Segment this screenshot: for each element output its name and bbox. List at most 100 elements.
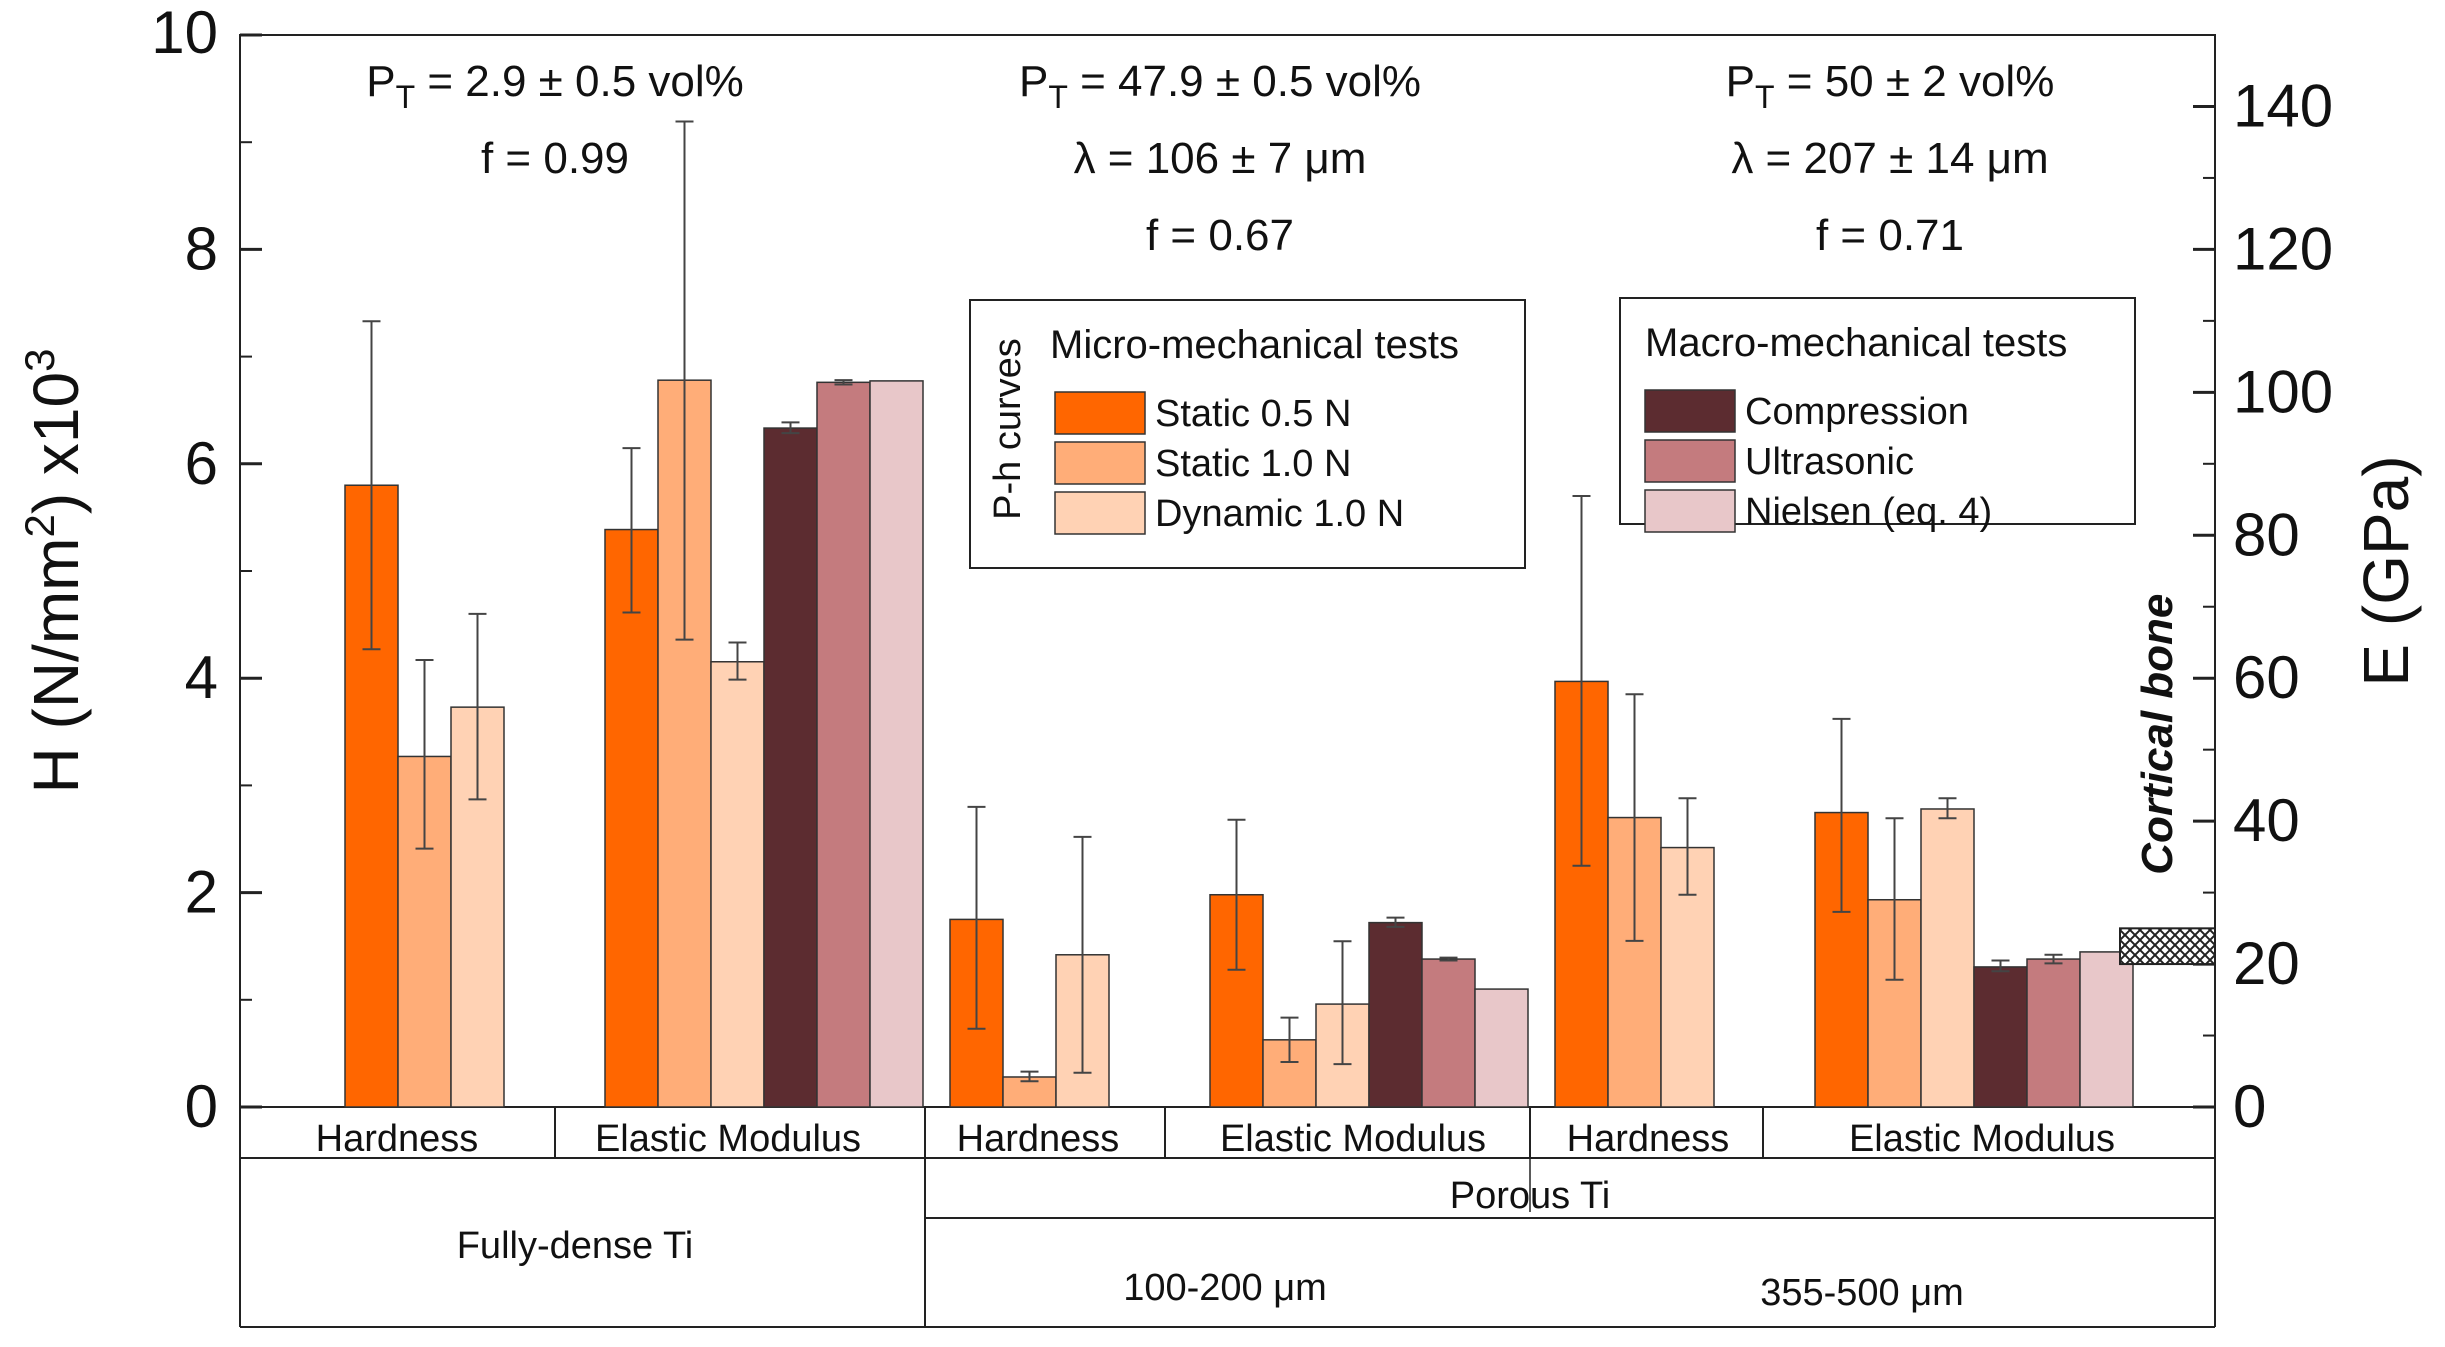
annotation-subscript: T: [396, 79, 416, 115]
bar-group: [1209, 818, 1529, 1108]
right-tick-label: 120: [2233, 215, 2333, 282]
annotation-line: f = 0.71: [1816, 211, 1964, 260]
bar: [1814, 811, 1869, 1108]
left-axis-title: H (N/mm2) x103: [16, 349, 92, 794]
axis-title-superscript: 3: [16, 349, 63, 372]
annotation-text: 0.5 vol%: [1240, 57, 1421, 106]
annotation-plusminus: ±: [1886, 57, 1910, 106]
cortical-bone-band: [2119, 927, 2216, 966]
bar-group: [1814, 717, 2134, 1108]
annotation-text: λ = 207: [1731, 134, 1889, 183]
bar: [1421, 958, 1476, 1108]
group-label: Hardness: [957, 1118, 1120, 1160]
bar: [710, 661, 765, 1108]
annotation-text: f = 0.71: [1816, 211, 1964, 260]
annotation-plusminus: ±: [1231, 134, 1255, 183]
legend-title: Micro-mechanical tests: [1050, 323, 1459, 367]
annotation-subscript: T: [1048, 79, 1068, 115]
annotation-line: f = 0.67: [1146, 211, 1294, 260]
legend-swatch: [1644, 489, 1736, 533]
bar-group: [344, 320, 505, 1108]
legend-label: Dynamic 1.0 N: [1155, 493, 1404, 535]
bar: [1368, 921, 1423, 1108]
right-axis-title: E (GPa): [2350, 455, 2422, 686]
bar-group: [949, 805, 1110, 1108]
legend-macro: Macro-mechanical tests Compression Ultraso…: [1619, 297, 2136, 533]
annotation-text: f = 0.67: [1146, 211, 1294, 260]
legend-swatch: [1054, 491, 1146, 535]
right-tick-label: 100: [2233, 358, 2333, 425]
pore-size-355-500-label: 355-500 μm: [1760, 1272, 1964, 1314]
legend-swatch: [1054, 441, 1146, 485]
right-tick-label: 40: [2233, 787, 2300, 854]
annotation-text: = 47.9: [1068, 57, 1216, 106]
annotation-line: PT = 47.9 ± 0.5 vol%: [1019, 57, 1421, 115]
right-tick-label: 140: [2233, 72, 2333, 139]
annotation-text: λ = 106: [1074, 134, 1232, 183]
legend-swatch: [1644, 389, 1736, 433]
left-tick-label: 0: [185, 1073, 218, 1140]
bar-group: [1554, 494, 1715, 1108]
legend-label: Ultrasonic: [1745, 441, 1914, 483]
right-tick-label: 0: [2233, 1073, 2266, 1140]
annotation-text: = 2.9: [415, 57, 539, 106]
legend-label: Compression: [1745, 391, 1969, 433]
bar: [2079, 951, 2134, 1108]
annotation-text: f = 0.99: [481, 134, 629, 183]
bar: [763, 427, 818, 1108]
right-tick-label: 20: [2233, 930, 2300, 997]
legend-title: Macro-mechanical tests: [1645, 321, 2067, 365]
annotation-subscript: T: [1755, 79, 1775, 115]
left-tick-label: 6: [185, 430, 218, 497]
left-tick-label: 10: [151, 0, 218, 66]
left-tick-label: 4: [185, 644, 218, 711]
annotation-line: PT = 50 ± 2 vol%: [1726, 57, 2055, 115]
bar: [1474, 988, 1529, 1108]
annotation-plusminus: ±: [539, 57, 563, 106]
annotation-text: = 50: [1775, 57, 1886, 106]
right-tick-label: 80: [2233, 501, 2300, 568]
legend-label: Static 1.0 N: [1155, 443, 1351, 485]
group-label: Elastic Modulus: [1220, 1118, 1486, 1160]
annotation-text: 7 μm: [1256, 134, 1367, 183]
legend-swatch: [1054, 391, 1146, 435]
annotation-plusminus: ±: [1889, 134, 1913, 183]
annotation-line: f = 0.99: [481, 134, 629, 183]
axis-title-superscript: 2: [16, 514, 63, 537]
left-tick-label: 8: [185, 215, 218, 282]
bar: [1920, 808, 1975, 1108]
annotation-line: λ = 106 ± 7 μm: [1074, 134, 1367, 183]
group-label: Elastic Modulus: [595, 1118, 861, 1160]
annotation-line: PT = 2.9 ± 0.5 vol%: [366, 57, 744, 115]
legend-micro: Micro-mechanical tests Static 0.5 N Static…: [969, 299, 1526, 569]
bar: [2026, 958, 2081, 1108]
group-label: Elastic Modulus: [1849, 1118, 2115, 1160]
legend-side-label: P-h curves: [987, 338, 1029, 520]
group-label: Hardness: [1567, 1118, 1730, 1160]
legend-swatch: [1644, 439, 1736, 483]
axis-title-part: ) x10: [20, 372, 92, 514]
right-tick-label: 60: [2233, 644, 2300, 711]
annotation-text: 14 μm: [1913, 134, 2048, 183]
annotation-text: 2 vol%: [1910, 57, 2054, 106]
legend-label: Nielsen (eq. 4): [1745, 491, 1992, 533]
group-label: Hardness: [316, 1118, 479, 1160]
annotation-symbol: P: [366, 57, 395, 106]
legend-label: Static 0.5 N: [1155, 393, 1351, 435]
annotation-line: λ = 207 ± 14 μm: [1731, 134, 2048, 183]
annotation-symbol: P: [1726, 57, 1755, 106]
porous-ti-label: Porous Ti: [1450, 1175, 1611, 1217]
fully-dense-ti-label: Fully-dense Ti: [457, 1225, 694, 1267]
bar: [816, 381, 871, 1108]
bar: [604, 528, 659, 1108]
annotation-text: 0.5 vol%: [563, 57, 744, 106]
bar: [1973, 966, 2028, 1108]
left-tick-label: 2: [185, 859, 218, 926]
pore-size-100-200-label: 100-200 μm: [1123, 1267, 1327, 1309]
axis-title-part: H (N/mm: [20, 538, 92, 794]
bar-group: [604, 120, 924, 1108]
cortical-bone-label: Cortical bone: [2133, 594, 2182, 875]
bar: [869, 380, 924, 1108]
annotation-plusminus: ±: [1216, 57, 1240, 106]
